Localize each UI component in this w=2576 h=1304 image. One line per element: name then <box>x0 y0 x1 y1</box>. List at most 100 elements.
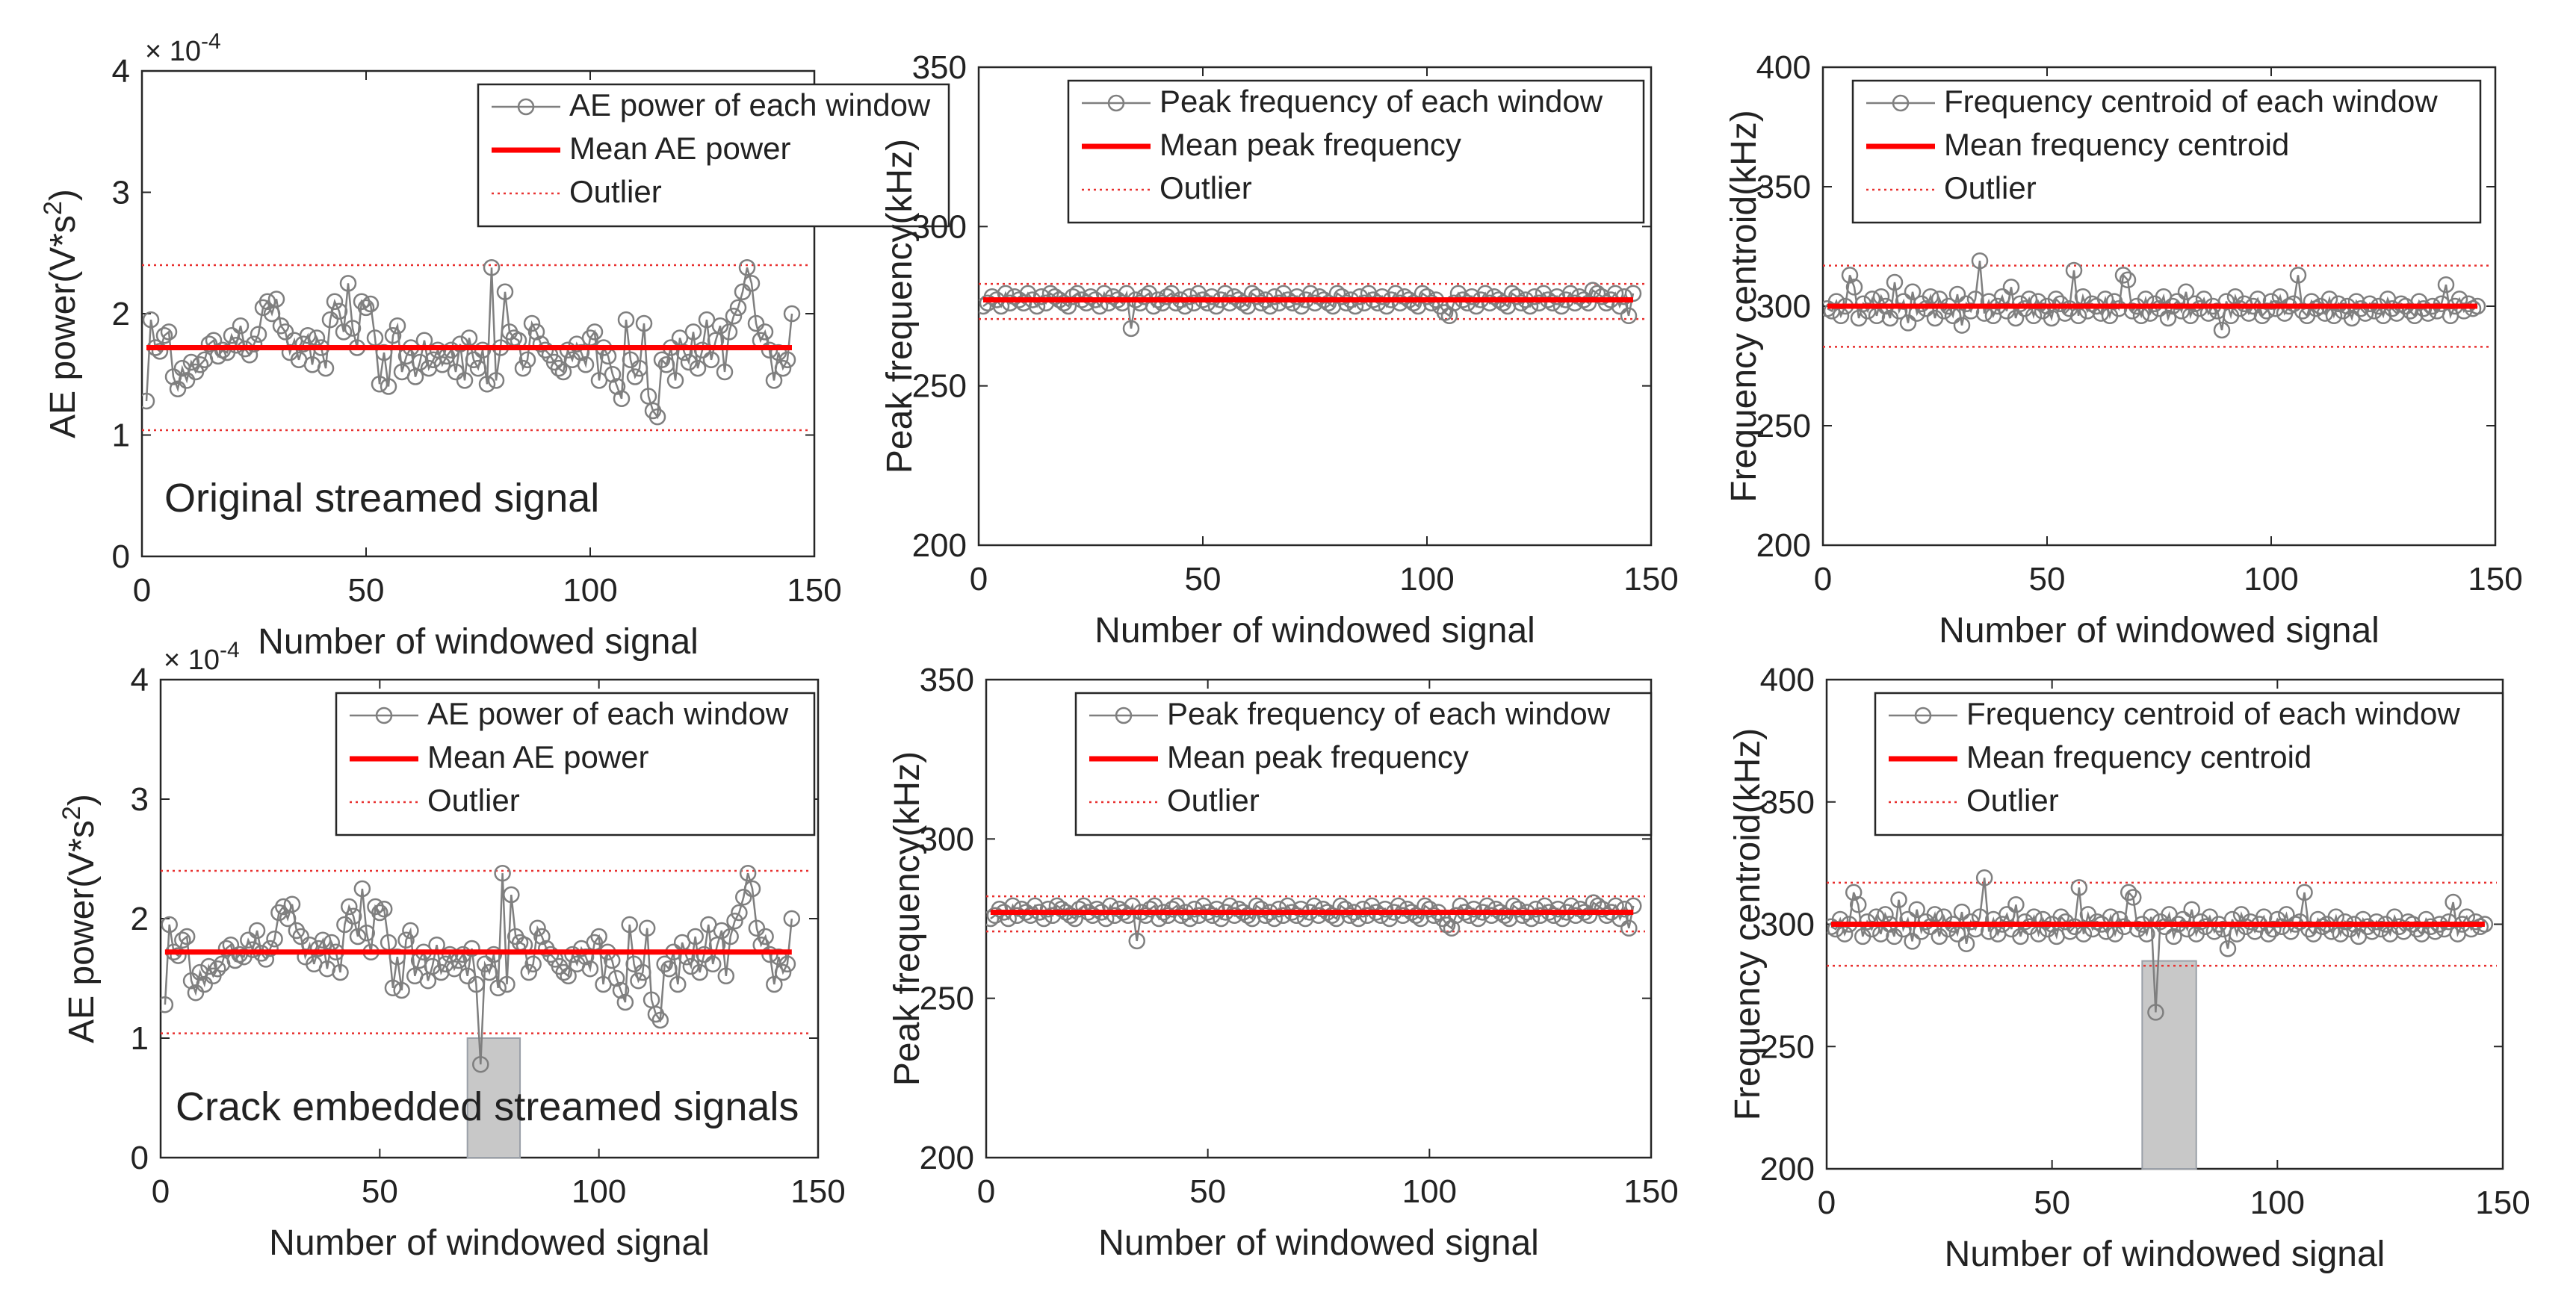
data-point <box>326 293 344 310</box>
x-tick-label: 0 <box>1818 1185 1836 1221</box>
data-point <box>2289 267 2307 284</box>
data-point <box>1935 302 1953 320</box>
data-point <box>496 283 514 300</box>
data-point <box>1485 288 1503 305</box>
data-point <box>520 963 538 981</box>
exponent-power: -4 <box>220 638 240 662</box>
legend-label-mean: Mean peak frequency <box>1167 739 1469 774</box>
data-point <box>299 327 317 344</box>
data-point <box>1615 288 1633 305</box>
data-point <box>142 311 160 329</box>
data-point <box>2002 279 2020 296</box>
legend-box <box>1074 692 1653 836</box>
plot-area <box>161 864 812 1073</box>
data-point <box>527 323 545 341</box>
data-point <box>344 907 362 925</box>
data-point <box>523 314 541 332</box>
data-point <box>317 359 335 377</box>
data-point <box>774 963 792 981</box>
exponent-power: -4 <box>201 29 221 54</box>
y-axis-label: Peak frequency(kHz) <box>880 139 920 474</box>
data-point <box>388 948 406 966</box>
data-point <box>621 916 638 934</box>
data-point <box>240 931 257 949</box>
data-point <box>778 955 796 973</box>
x-axis-label: Number of windowed signal <box>1939 611 2380 651</box>
data-point <box>250 326 267 343</box>
x-axis-label: Number of windowed signal <box>1098 1223 1539 1263</box>
data-point <box>1904 933 1921 950</box>
y-axis-label: Peak frequency(kHz) <box>888 751 927 1086</box>
data-point <box>722 928 739 946</box>
data-point <box>2213 321 2231 339</box>
data-point <box>375 900 393 918</box>
data-point <box>774 359 792 377</box>
legend-label-outlier: Outlier <box>1167 783 1260 818</box>
y-tick-label: 300 <box>920 821 974 857</box>
legend-label-outlier: Outlier <box>1966 783 2059 818</box>
panel-annotation: Original streamed signal <box>164 476 599 521</box>
data-point <box>174 931 191 949</box>
data-point <box>1314 900 1332 918</box>
exponent-base: × 10 <box>164 645 220 676</box>
data-point <box>2007 896 2025 913</box>
data-point <box>1512 294 1530 311</box>
x-tick-label: 0 <box>970 561 988 597</box>
data-point <box>2168 293 2186 310</box>
data-point <box>682 957 700 975</box>
y-tick-label: 200 <box>912 527 967 564</box>
data-point <box>1436 304 1454 321</box>
data-point <box>657 356 675 373</box>
data-point <box>187 984 205 1002</box>
data-point <box>1275 907 1292 924</box>
legend-label-mean: Mean peak frequency <box>1159 127 1461 162</box>
data-point <box>161 916 178 934</box>
data-point <box>1239 907 1257 924</box>
data-point <box>494 864 511 882</box>
data-point <box>483 259 501 276</box>
legend-marker-icon <box>1892 94 1910 112</box>
data-point <box>1890 891 1907 908</box>
data-point <box>275 898 292 916</box>
data-point <box>169 380 187 397</box>
data-point <box>1128 932 1145 950</box>
x-tick-label: 50 <box>348 572 385 609</box>
legend-label-outlier: Outlier <box>427 783 520 818</box>
data-point <box>757 928 774 946</box>
data-point <box>2065 261 2083 279</box>
data-point <box>669 975 687 993</box>
y-tick-label: 200 <box>1756 527 1811 564</box>
data-point <box>248 922 266 940</box>
data-point <box>1571 900 1589 918</box>
data-point <box>729 299 747 317</box>
data-point <box>1323 907 1341 924</box>
data-point <box>1422 294 1440 311</box>
data-point <box>1975 869 1993 887</box>
window-series-line <box>145 267 793 420</box>
data-point <box>666 372 684 389</box>
data-point <box>678 948 696 966</box>
data-point <box>209 960 226 978</box>
data-point <box>581 960 599 978</box>
data-point <box>472 1055 489 1073</box>
data-point <box>630 972 647 990</box>
crack-highlight-box <box>2141 960 2197 1170</box>
legend-marker-icon <box>375 707 393 724</box>
data-point <box>607 969 625 987</box>
data-point <box>459 967 476 985</box>
y-tick-label: 250 <box>1760 1028 1815 1065</box>
data-point <box>2120 884 2137 901</box>
data-point <box>1620 919 1638 937</box>
data-point <box>2173 302 2190 320</box>
data-point <box>393 981 410 999</box>
legend-label-mean: Mean frequency centroid <box>1966 739 2312 774</box>
data-point <box>617 311 635 329</box>
data-point <box>698 311 716 329</box>
data-point <box>1071 900 1088 918</box>
data-point <box>200 957 217 975</box>
data-point <box>739 864 757 882</box>
data-point <box>1399 900 1416 918</box>
data-point <box>555 963 572 981</box>
data-point <box>151 343 169 360</box>
